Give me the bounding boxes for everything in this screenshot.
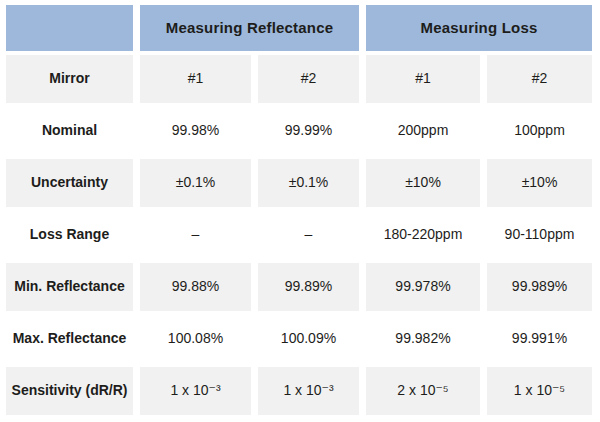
group-header-row: Measuring Reflectance Measuring Loss (6, 5, 592, 51)
row-label: Max. Reflectance (6, 315, 133, 363)
group-header-measuring-reflectance: Measuring Reflectance (140, 5, 359, 51)
value-cell: 99.99% (258, 107, 359, 155)
row-label: Sensitivity (dR/R) (6, 367, 133, 415)
value-cell: 100.08% (140, 315, 251, 363)
value-cell: 100ppm (487, 107, 592, 155)
value-cell: 99.991% (487, 315, 592, 363)
value-cell: 2 x 10⁻⁵ (366, 367, 480, 415)
value-cell: 99.978% (366, 263, 480, 311)
corner-cell (6, 5, 133, 51)
table-row: Mirror#1#2#1#2 (6, 55, 592, 103)
row-label: Min. Reflectance (6, 263, 133, 311)
table-row: Uncertainty±0.1%±0.1%±10%±10% (6, 159, 592, 207)
value-cell: 90-110ppm (487, 211, 592, 259)
value-cell: #1 (140, 55, 251, 103)
value-cell: #1 (366, 55, 480, 103)
value-cell: ±10% (366, 159, 480, 207)
value-cell: #2 (258, 55, 359, 103)
value-cell: 99.989% (487, 263, 592, 311)
value-cell: 1 x 10⁻⁵ (487, 367, 592, 415)
value-cell: 180-220ppm (366, 211, 480, 259)
value-cell: 1 x 10⁻³ (258, 367, 359, 415)
table-body: Mirror#1#2#1#2Nominal99.98%99.99%200ppm1… (6, 55, 592, 415)
row-label: Mirror (6, 55, 133, 103)
table-row: Min. Reflectance99.88%99.89%99.978%99.98… (6, 263, 592, 311)
value-cell: ±0.1% (258, 159, 359, 207)
table-row: Loss Range––180-220ppm90-110ppm (6, 211, 592, 259)
value-cell: ±0.1% (140, 159, 251, 207)
table-row: Nominal99.98%99.99%200ppm100ppm (6, 107, 592, 155)
value-cell: 99.982% (366, 315, 480, 363)
table-row: Max. Reflectance100.08%100.09%99.982%99.… (6, 315, 592, 363)
value-cell: – (140, 211, 251, 259)
row-label: Loss Range (6, 211, 133, 259)
group-header-measuring-loss: Measuring Loss (366, 5, 592, 51)
row-label: Nominal (6, 107, 133, 155)
value-cell: 100.09% (258, 315, 359, 363)
value-cell: #2 (487, 55, 592, 103)
value-cell: ±10% (487, 159, 592, 207)
value-cell: 99.88% (140, 263, 251, 311)
table-row: Sensitivity (dR/R)1 x 10⁻³1 x 10⁻³2 x 10… (6, 367, 592, 415)
mirror-comparison-table: Measuring Reflectance Measuring Loss Mir… (0, 1, 599, 419)
value-cell: 99.89% (258, 263, 359, 311)
value-cell: 99.98% (140, 107, 251, 155)
value-cell: 1 x 10⁻³ (140, 367, 251, 415)
value-cell: 200ppm (366, 107, 480, 155)
row-label: Uncertainty (6, 159, 133, 207)
value-cell: – (258, 211, 359, 259)
